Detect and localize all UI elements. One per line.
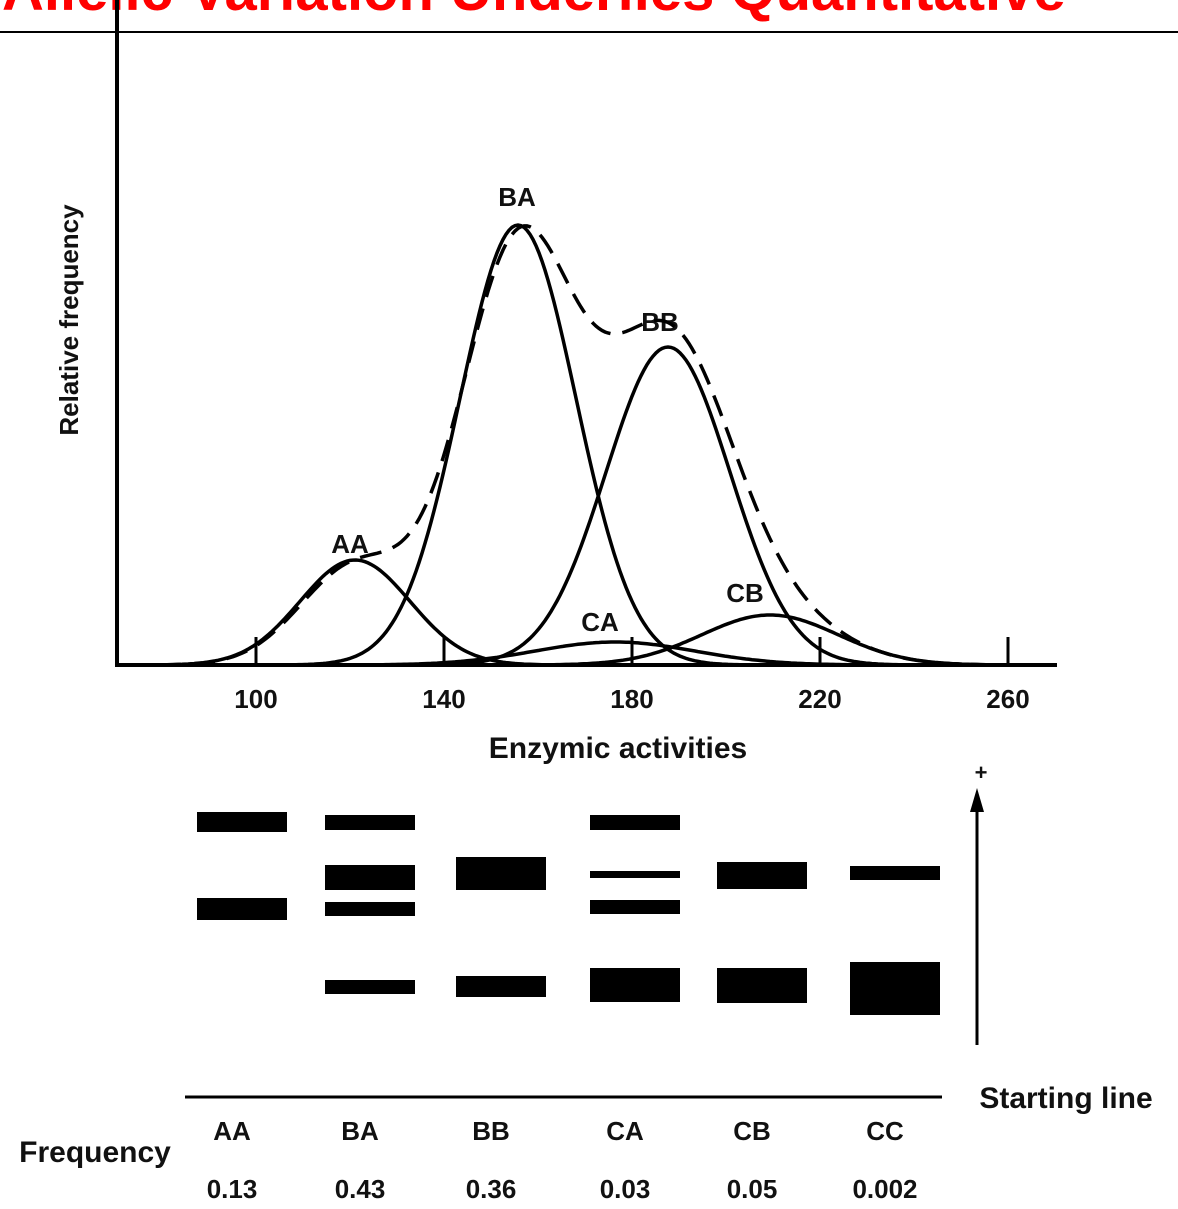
genotype-label: BA	[341, 1116, 379, 1146]
x-tick-label: 140	[422, 684, 465, 714]
component-curve	[125, 640, 1010, 667]
genotype-frequency: 0.002	[852, 1174, 917, 1204]
genotype-frequency: 0.05	[727, 1174, 778, 1204]
component-curve	[125, 223, 1010, 667]
x-tick-label: 100	[234, 684, 277, 714]
plus-sign: +	[975, 760, 988, 785]
gel-band	[590, 900, 680, 914]
genotype-label: AA	[213, 1116, 251, 1146]
gel-band	[197, 898, 287, 920]
gel: + Starting line Frequency AA 0.13 BA 0.43 BB…	[19, 760, 1153, 1204]
genotype-frequency: 0.13	[207, 1174, 258, 1204]
genotype-frequency: 0.36	[466, 1174, 517, 1204]
x-tick-label: 180	[610, 684, 653, 714]
gel-band	[850, 866, 940, 880]
x-tick-label: 220	[798, 684, 841, 714]
x-axis-label: Enzymic activities	[489, 732, 747, 765]
curve-label: BA	[498, 182, 536, 212]
genotype-frequency: 0.43	[335, 1174, 386, 1204]
genotype-frequency: 0.03	[600, 1174, 651, 1204]
gel-band	[325, 980, 415, 994]
total-curve	[125, 224, 1010, 667]
gel-band	[325, 902, 415, 916]
component-curve	[125, 613, 1010, 667]
ticks: 100 140 180 220 260	[234, 637, 1030, 714]
gel-band	[590, 968, 680, 1002]
genotype-label: CA	[606, 1116, 644, 1146]
gel-band	[325, 815, 415, 830]
gel-band	[456, 976, 546, 997]
y-axis-label: Relative frequency	[54, 204, 84, 436]
slide-title: Allelic Variation Underlies Quantitative	[2, 0, 1066, 23]
curve-label: CB	[726, 578, 764, 608]
genotype-label: CC	[866, 1116, 904, 1146]
gel-band	[325, 865, 415, 890]
gel-band	[456, 857, 546, 890]
gel-band	[850, 962, 940, 1015]
gel-band	[717, 968, 807, 1003]
starting-line-label: Starting line	[979, 1082, 1152, 1115]
gel-band	[717, 862, 807, 889]
genotype-label: BB	[472, 1116, 510, 1146]
gel-band	[197, 812, 287, 832]
gel-band	[590, 815, 680, 830]
component-curve	[125, 345, 1010, 667]
gel-band	[590, 871, 680, 878]
genotype-label: CB	[733, 1116, 771, 1146]
frequency-label: Frequency	[19, 1136, 171, 1169]
x-tick-label: 260	[986, 684, 1029, 714]
curve-label: AA	[331, 529, 369, 559]
arrow-head	[970, 788, 984, 812]
curve-label: CA	[581, 607, 619, 637]
